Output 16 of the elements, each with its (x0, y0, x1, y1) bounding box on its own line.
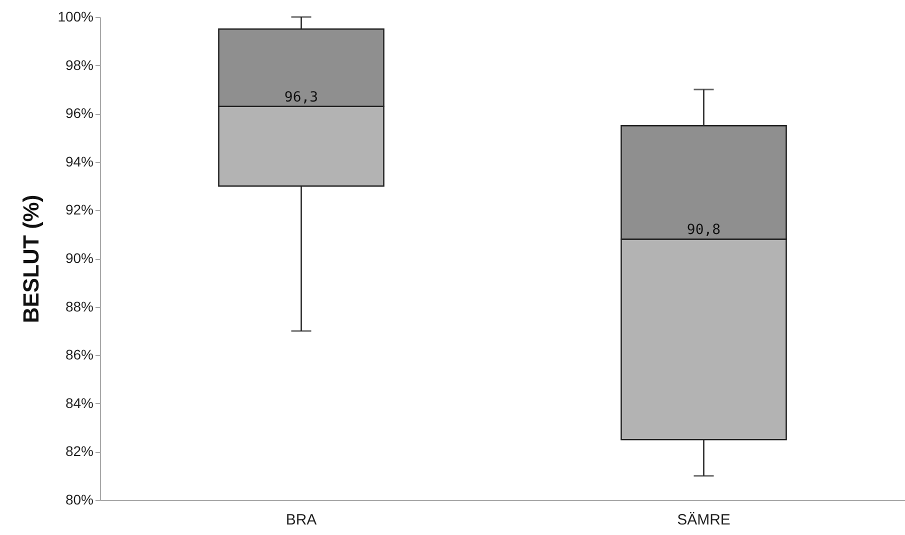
y-tick-label: 80% (65, 492, 94, 508)
y-tick-label: 90% (65, 250, 94, 266)
y-tick-label: 84% (65, 394, 94, 411)
y-tick-label: 98% (65, 56, 94, 73)
y-tick-label: 92% (65, 202, 94, 218)
y-tick-label: 82% (65, 443, 94, 460)
y-tick-label: 86% (65, 346, 94, 363)
y-axis-title: BESLUT (%) (18, 194, 44, 324)
y-tick-label: 88% (65, 298, 94, 314)
x-tick-label: BRA (286, 512, 317, 528)
x-tick-label: SÄMRE (677, 512, 730, 528)
y-tick-label: 100% (58, 8, 94, 24)
y-tick-label: 94% (65, 153, 94, 170)
annotation: 90,8 (686, 222, 721, 238)
y-tick-label: 96% (65, 105, 94, 122)
annotation: 96,3 (284, 89, 318, 106)
